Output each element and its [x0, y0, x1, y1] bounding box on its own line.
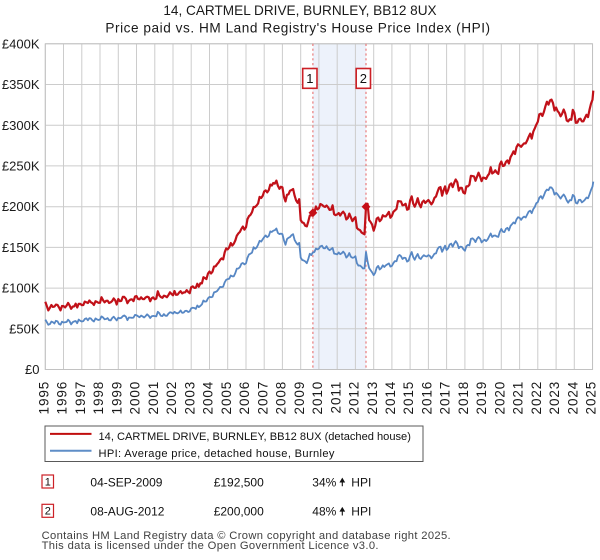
- svg-text:£350K: £350K: [2, 77, 40, 92]
- svg-text:2022: 2022: [529, 381, 544, 415]
- svg-text:Price paid vs. HM Land Registr: Price paid vs. HM Land Registry's House …: [105, 20, 490, 35]
- svg-text:£200,000: £200,000: [214, 505, 264, 519]
- svg-text:14, CARTMEL DRIVE, BURNLEY, BB: 14, CARTMEL DRIVE, BURNLEY, BB12 8UX (de…: [99, 431, 411, 443]
- svg-text:This data is licensed under th: This data is licensed under the Open Gov…: [42, 540, 379, 552]
- svg-text:2000: 2000: [128, 381, 143, 415]
- svg-text:2008: 2008: [274, 381, 289, 415]
- svg-text:2015: 2015: [401, 381, 416, 415]
- svg-text:2005: 2005: [219, 381, 234, 415]
- svg-text:2010: 2010: [310, 381, 325, 415]
- svg-text:2004: 2004: [201, 381, 216, 415]
- svg-text:1998: 1998: [91, 381, 106, 415]
- svg-text:2002: 2002: [164, 381, 179, 415]
- svg-text:2009: 2009: [292, 381, 307, 415]
- svg-text:2018: 2018: [456, 381, 471, 415]
- svg-text:1: 1: [45, 476, 51, 488]
- svg-text:HPI: Average price, detached h: HPI: Average price, detached house, Burn…: [99, 448, 335, 460]
- svg-text:2012: 2012: [347, 381, 362, 415]
- svg-text:2023: 2023: [547, 381, 562, 415]
- svg-text:2014: 2014: [383, 381, 398, 415]
- svg-text:2003: 2003: [182, 381, 197, 415]
- svg-text:2016: 2016: [420, 381, 435, 415]
- svg-text:£100K: £100K: [2, 281, 40, 296]
- svg-text:£0: £0: [25, 362, 39, 377]
- svg-text:2024: 2024: [565, 381, 580, 415]
- svg-text:HPI: HPI: [351, 476, 371, 490]
- svg-text:£150K: £150K: [2, 240, 40, 255]
- svg-text:2020: 2020: [492, 381, 507, 415]
- svg-text:34%: 34%: [312, 476, 336, 490]
- svg-text:£50K: £50K: [9, 321, 40, 336]
- svg-text:Contains HM Land Registry data: Contains HM Land Registry data © Crown c…: [42, 530, 451, 542]
- svg-text:2013: 2013: [365, 381, 380, 415]
- svg-text:2019: 2019: [474, 381, 489, 415]
- svg-text:2: 2: [45, 506, 51, 518]
- svg-text:1995: 1995: [36, 381, 51, 415]
- svg-text:2017: 2017: [438, 381, 453, 415]
- svg-text:2006: 2006: [237, 381, 252, 415]
- svg-text:HPI: HPI: [351, 505, 371, 519]
- svg-text:£250K: £250K: [2, 159, 40, 174]
- svg-text:2021: 2021: [511, 381, 526, 415]
- svg-text:£200K: £200K: [2, 199, 40, 214]
- svg-text:£192,500: £192,500: [214, 476, 264, 490]
- svg-text:2011: 2011: [328, 381, 343, 414]
- svg-text:04-SEP-2009: 04-SEP-2009: [90, 476, 162, 490]
- svg-text:2: 2: [360, 71, 367, 86]
- svg-text:£300K: £300K: [2, 118, 40, 133]
- svg-text:08-AUG-2012: 08-AUG-2012: [90, 505, 164, 519]
- svg-text:1999: 1999: [109, 381, 124, 415]
- svg-text:2025: 2025: [584, 381, 599, 415]
- svg-text:£400K: £400K: [2, 36, 40, 51]
- svg-text:1: 1: [306, 71, 313, 86]
- svg-text:2007: 2007: [255, 381, 270, 415]
- svg-text:2001: 2001: [146, 381, 161, 415]
- svg-text:14, CARTMEL DRIVE, BURNLEY, BB: 14, CARTMEL DRIVE, BURNLEY, BB12 8UX: [163, 3, 436, 18]
- svg-text:1996: 1996: [55, 381, 70, 415]
- svg-text:1997: 1997: [73, 381, 88, 415]
- svg-text:48%: 48%: [312, 505, 336, 519]
